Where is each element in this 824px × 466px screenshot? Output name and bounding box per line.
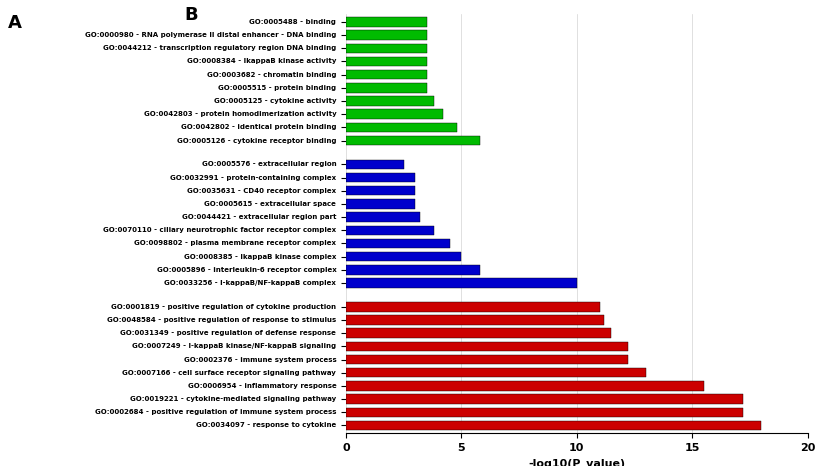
Bar — [346, 226, 433, 235]
Bar — [346, 96, 433, 106]
Bar — [346, 212, 420, 222]
Bar — [346, 57, 427, 66]
X-axis label: -log10(P_value): -log10(P_value) — [528, 459, 625, 466]
Bar — [346, 30, 427, 40]
Text: B: B — [185, 6, 199, 24]
Bar — [346, 421, 761, 430]
Bar — [346, 159, 404, 169]
Bar — [346, 186, 415, 195]
Bar — [346, 83, 427, 93]
Bar — [346, 408, 743, 417]
Bar — [346, 17, 427, 27]
Bar — [346, 302, 600, 311]
Bar — [346, 110, 443, 119]
Text: A: A — [8, 14, 22, 32]
Bar — [346, 123, 456, 132]
Bar — [346, 394, 743, 404]
Bar — [346, 199, 415, 209]
Bar — [346, 329, 611, 338]
Bar — [346, 368, 646, 377]
Bar — [346, 265, 480, 274]
Bar — [346, 252, 461, 261]
Bar — [346, 239, 450, 248]
Bar — [346, 315, 605, 325]
Bar — [346, 381, 704, 391]
Bar — [346, 70, 427, 79]
Bar — [346, 43, 427, 53]
Bar — [346, 136, 480, 145]
Bar — [346, 355, 628, 364]
Bar — [346, 173, 415, 182]
Bar — [346, 342, 628, 351]
Bar — [346, 278, 577, 288]
